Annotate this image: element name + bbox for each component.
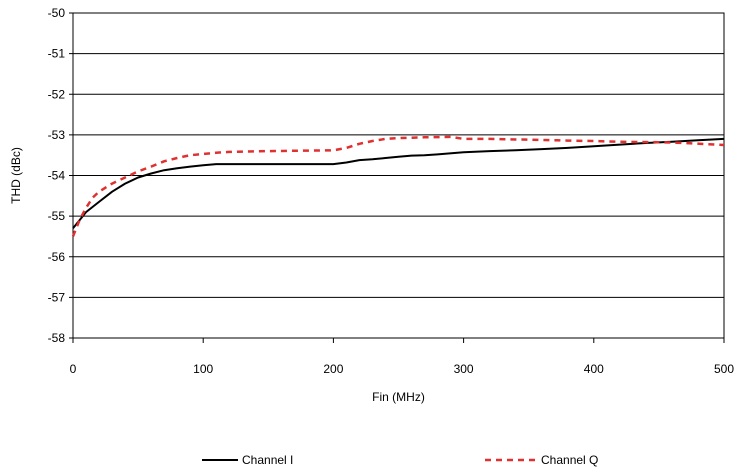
x-tick-label: 200 [323, 362, 343, 376]
series-line-channel-q [71, 135, 725, 237]
y-tick-label: -54 [48, 169, 66, 183]
y-tick-label: -53 [48, 128, 66, 142]
legend: Channel I Channel Q [202, 453, 598, 467]
x-tick-label: 100 [193, 362, 213, 376]
y-tick-label: -51 [48, 47, 66, 61]
y-axis-ticks: -58 -57 -56 -55 -54 -53 -52 -51 -50 [48, 6, 73, 345]
series-lines [71, 135, 725, 237]
y-axis-label: THD (dBc) [9, 147, 23, 204]
legend-label-channel-q: Channel Q [541, 453, 598, 467]
y-tick-label: -56 [48, 250, 66, 264]
y-tick-label: -50 [48, 6, 66, 20]
legend-label-channel-i: Channel I [242, 453, 293, 467]
x-axis-label: Fin (MHz) [372, 390, 425, 404]
y-tick-label: -55 [48, 209, 66, 223]
y-tick-label: -58 [48, 331, 66, 345]
series-line-channel-i [72, 137, 725, 229]
x-tick-label: 400 [584, 362, 604, 376]
x-axis-ticks: 0 100 200 300 400 500 [70, 338, 734, 376]
y-tick-label: -52 [48, 87, 66, 101]
x-tick-label: 500 [714, 362, 734, 376]
x-tick-label: 0 [70, 362, 77, 376]
x-tick-label: 300 [454, 362, 474, 376]
grid-lines [73, 53, 724, 298]
y-tick-label: -57 [48, 290, 66, 304]
